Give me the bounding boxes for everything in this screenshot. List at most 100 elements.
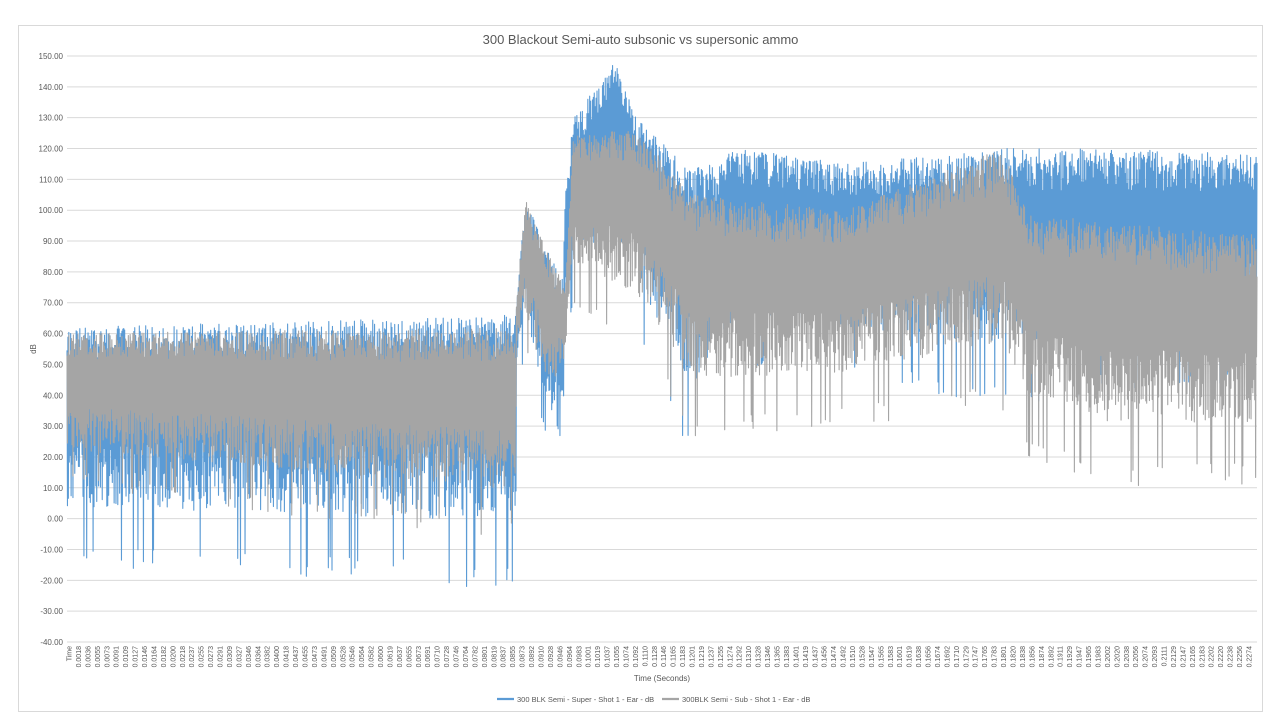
x-tick-label: 0.1656	[926, 646, 933, 668]
x-tick-label: 0.1983	[1095, 646, 1102, 668]
x-tick-label: 0.1528	[859, 646, 866, 668]
legend-entry: 300 BLK Semi - Super - Shot 1 - Ear - dB	[517, 695, 654, 704]
x-tick-label: 0.2020	[1114, 646, 1121, 668]
x-tick-label: 0.1292	[737, 646, 744, 668]
x-tick-label: 0.1001	[586, 646, 593, 668]
y-tick-label: 150.00	[39, 52, 64, 61]
x-tick-label: 0.1219	[699, 646, 706, 668]
x-tick-label: 0.1456	[822, 646, 829, 668]
x-tick-label: 0.1601	[897, 646, 904, 668]
x-tick-label: 0.0327	[236, 646, 243, 668]
x-tick-label: 0.2183	[1199, 646, 1206, 668]
x-tick-label: 0.1710	[954, 646, 961, 668]
x-tick-label: 0.0728	[444, 646, 451, 668]
x-tick-label: 0.0819	[491, 646, 498, 668]
x-tick-label: 0.1692	[944, 646, 951, 668]
x-tick-label: 0.1037	[605, 646, 612, 668]
x-tick-label: 0.1383	[784, 646, 791, 668]
y-tick-label: 140.00	[39, 83, 64, 92]
y-tick-label: 10.00	[43, 484, 64, 493]
x-tick-label: 0.1929	[1067, 646, 1074, 668]
x-tick-label: 0.0509	[331, 646, 338, 668]
x-tick-label: 0.1201	[690, 646, 697, 668]
x-tick-label: 0.1747	[973, 646, 980, 668]
x-tick-label: 0.1346	[765, 646, 772, 668]
x-tick-label: 0.2038	[1124, 646, 1131, 668]
x-tick-label: 0.0382	[265, 646, 272, 668]
x-tick-label: 0.1801	[1001, 646, 1008, 668]
x-tick-label: 0.0564	[359, 646, 366, 668]
series-line-sub	[66, 131, 1258, 535]
x-tick-label: 0.0619	[387, 646, 394, 668]
x-tick-label: 0.1328	[756, 646, 763, 668]
x-tick-label: 0.0364	[255, 646, 262, 668]
x-tick-label: 0.2202	[1209, 646, 1216, 668]
x-tick-label: 0.0091	[114, 646, 121, 668]
x-tick-label: 0.1237	[708, 646, 715, 668]
x-tick-label: 0.0837	[501, 646, 508, 668]
x-tick-label: 0.2274	[1247, 646, 1254, 668]
x-tick-label: 0.0892	[529, 646, 536, 668]
x-tick-label: 0.2147	[1180, 646, 1187, 668]
x-tick-label: 0.0746	[454, 646, 461, 668]
x-tick-label: 0.0018	[76, 646, 83, 668]
x-tick-label: 0.1783	[992, 646, 999, 668]
x-tick-label: 0.0109	[123, 646, 130, 668]
x-tick-label: 0.1146	[661, 646, 668, 667]
x-tick-label: 0.1856	[1029, 646, 1036, 668]
x-tick-label: 0.0055	[95, 646, 102, 668]
y-tick-label: 0.00	[47, 515, 63, 524]
x-tick-label: 0.0764	[463, 646, 470, 668]
x-tick-label: 0.1165	[671, 646, 678, 667]
x-tick-label: 0.0218	[180, 646, 187, 668]
x-tick-label: 0.1820	[1011, 646, 1018, 668]
x-tick-label: 0.0528	[340, 646, 347, 668]
x-tick-label: 0.1110	[642, 646, 649, 666]
x-tick-label: 0.1128	[652, 646, 659, 667]
y-tick-label: 20.00	[43, 453, 64, 462]
x-tick-label: 0.0928	[548, 646, 555, 668]
x-tick-label: 0.0691	[425, 646, 432, 668]
x-tick-label: 0.1547	[869, 646, 876, 668]
x-tick-label: 0.1492	[841, 646, 848, 668]
x-tick-label: 0.0400	[274, 646, 281, 668]
y-tick-label: 70.00	[43, 299, 64, 308]
x-tick-label: 0.1401	[793, 646, 800, 668]
x-tick-label: 0.2220	[1218, 646, 1225, 668]
x-tick-label: 0.1092	[633, 646, 640, 668]
x-tick-label: 0.0200	[170, 646, 177, 668]
x-tick-label: 0.1255	[718, 646, 725, 668]
x-tick-label: 0.0273	[208, 646, 215, 668]
y-tick-label: 90.00	[43, 237, 64, 246]
x-tick-label: 0.0036	[85, 646, 92, 668]
x-tick-label: 0.1055	[614, 646, 621, 668]
x-tick-label: 0.1729	[963, 646, 970, 668]
x-tick-label: 0.2002	[1105, 646, 1112, 668]
y-axis-label: dB	[29, 344, 38, 354]
chart-title: 300 Blackout Semi-auto subsonic vs super…	[482, 32, 799, 47]
x-tick-label: 0.2111	[1162, 646, 1169, 666]
x-tick-label: 0.1911	[1058, 646, 1065, 667]
x-tick-label: 0.2129	[1171, 646, 1178, 668]
x-tick-label: 0.1437	[812, 646, 819, 668]
x-tick-label: 0.0782	[472, 646, 479, 668]
x-tick-label: 0.1365	[775, 646, 782, 668]
x-tick-label: 0.1419	[803, 646, 810, 668]
y-tick-label: -30.00	[40, 607, 63, 616]
x-tick-label: 0.0255	[199, 646, 206, 668]
x-tick-label: 0.0418	[284, 646, 291, 668]
x-tick-label: 0.0946	[557, 646, 564, 668]
x-tick-label: 0.1474	[831, 646, 838, 668]
x-tick-label: 0.0546	[350, 646, 357, 668]
x-tick-label: 0.1838	[1020, 646, 1027, 668]
x-tick-label: 0.0801	[482, 646, 489, 668]
x-tick-label: 0.1874	[1039, 646, 1046, 668]
y-tick-label: -20.00	[40, 576, 63, 585]
x-tick-label: 0.0637	[397, 646, 404, 668]
x-tick-label: 0.1019	[595, 646, 602, 668]
x-tick-label: 0.0473	[312, 646, 319, 668]
x-tick-label: 0.0073	[104, 646, 111, 668]
x-tick-label: 0.0910	[539, 646, 546, 668]
x-tick-label: 0.2074	[1143, 646, 1150, 668]
